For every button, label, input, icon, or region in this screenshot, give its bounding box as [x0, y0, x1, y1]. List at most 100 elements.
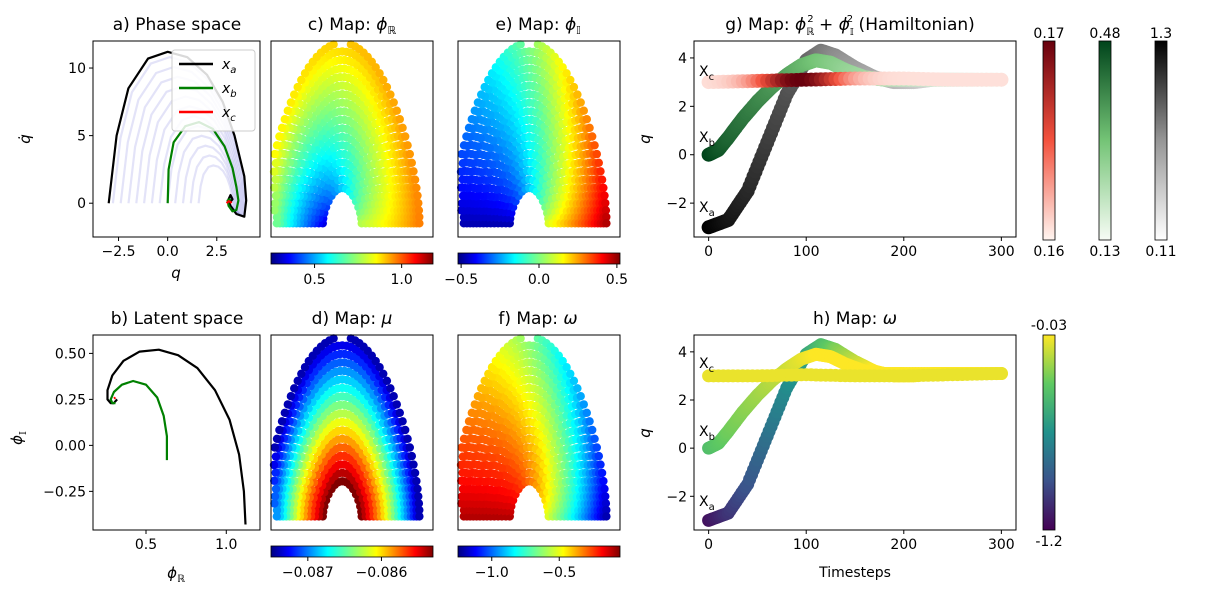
e-map-point	[458, 191, 468, 200]
c-map-point	[403, 141, 412, 150]
panel-a-ytick-label: 10	[68, 61, 86, 77]
e-map-point	[576, 98, 585, 107]
panel-b-xtick-label: 1.0	[215, 537, 237, 553]
f-map-point	[585, 417, 594, 426]
panel-d: d) Map: μ −0.087 −0.086	[269, 309, 434, 581]
panel-d-colorbar	[270, 545, 434, 558]
c-map-point	[382, 82, 392, 92]
f-map-point	[459, 506, 469, 515]
panel-h-frame	[693, 334, 1017, 531]
panel-a-x-label: q	[171, 264, 181, 282]
panel-c: c) Map: ϕℝ 0.5 1.0	[269, 15, 434, 288]
right-colorbars: 0.17 0.16 0.48 0.13 1.3 0.11 -0.03 -1.2	[1031, 26, 1177, 550]
latent-trajectory-0	[106, 348, 247, 525]
c-map-point	[371, 63, 380, 72]
c-map-point	[297, 75, 306, 85]
panel-b-frame	[92, 334, 261, 531]
c-map-point	[275, 132, 284, 141]
f-cb-ticks-label: −0.5	[542, 565, 576, 581]
f-map-point	[600, 484, 609, 493]
c-map-point	[389, 98, 398, 107]
panel-h-annot-xa: Xa	[699, 494, 715, 513]
d-map-point	[329, 334, 338, 343]
e-map-point	[592, 149, 601, 159]
c-map-point	[286, 98, 296, 107]
d-map-point	[401, 425, 410, 435]
f-map-point	[588, 425, 597, 435]
c-map-point	[415, 219, 424, 228]
c-map-point	[300, 69, 310, 78]
e-map-point	[457, 183, 466, 192]
f-map-point	[458, 468, 467, 477]
e-map-point	[457, 199, 467, 208]
f-map-point	[464, 417, 474, 426]
panel-f-scatter-map	[456, 334, 611, 521]
panel-b-ytick-label: 0.00	[55, 438, 86, 454]
f-map-point	[566, 369, 575, 378]
f-map-point	[487, 363, 497, 372]
e-map-point	[600, 191, 609, 200]
e-map-point	[484, 75, 493, 85]
panel-a-ytick-label: 5	[77, 129, 86, 145]
trajectory-xc	[225, 200, 233, 204]
c-map-point	[415, 212, 424, 222]
panel-a-xtick-label: 2.5	[206, 244, 228, 260]
c-map-point	[272, 213, 282, 222]
panel-g-xtick-label: 100	[793, 244, 820, 260]
c-map-point	[272, 219, 281, 228]
c-map-point	[280, 115, 289, 124]
panel-b-title: b) Latent space	[111, 309, 244, 329]
e-map-point	[473, 98, 483, 107]
panel-g-ytick-label: 0	[678, 148, 687, 164]
f-map-point	[459, 434, 469, 443]
panel-g-y-ticks: −2 0 2 4	[666, 51, 694, 212]
c-map-point	[293, 82, 302, 92]
c-map-point	[270, 206, 279, 215]
f-map-point	[602, 505, 611, 515]
c-map-point	[269, 167, 279, 176]
f-map-point	[457, 492, 467, 501]
f-map-point	[597, 468, 607, 478]
e-map-point	[579, 106, 588, 115]
panel-h-y-label: q	[636, 428, 654, 438]
colorbar-viridis-min: -1.2	[1035, 534, 1062, 550]
c-map-point	[379, 75, 388, 85]
panel-h-ytick-label: −2	[666, 489, 687, 505]
panel-h-xtick-label: 200	[890, 537, 917, 553]
f-map-point	[467, 408, 476, 417]
f-map-point	[477, 384, 486, 393]
f-map-point	[602, 512, 611, 521]
e-map-point	[467, 115, 476, 124]
f-map-point	[473, 392, 483, 401]
e-map-point	[457, 206, 466, 215]
f-map-point	[458, 452, 468, 461]
panel-h-ytick-label: 0	[678, 441, 687, 457]
e-cb-ticks-label: −0.5	[444, 272, 478, 288]
d-map-point	[290, 384, 299, 393]
d-map-point	[300, 363, 310, 372]
panel-a-y-label: q̇	[16, 134, 34, 144]
e-map-point	[562, 69, 571, 78]
panel-h-xtick-label: 300	[988, 537, 1015, 553]
d-map-point	[271, 452, 281, 461]
colorbar-viridis	[1042, 334, 1056, 531]
e-map-point	[558, 63, 567, 72]
d-map-point	[379, 369, 388, 378]
f-map-point	[601, 499, 611, 508]
c-map-point	[271, 175, 280, 184]
latent-trajectory-1	[109, 379, 168, 461]
panel-h-x-ticks: 0 100 200 300	[704, 530, 1015, 553]
panel-a-series	[107, 50, 248, 218]
d-map-point	[275, 425, 284, 435]
panel-h-ytick-label: 4	[678, 345, 687, 361]
e-map-point	[573, 90, 582, 99]
f-map-point	[462, 425, 471, 435]
e-map-point	[596, 167, 605, 176]
panel-c-frame	[270, 40, 434, 238]
c-map-point	[407, 158, 416, 167]
e-map-point	[456, 167, 466, 176]
panel-a-xtick-label: 0.0	[157, 244, 179, 260]
panel-c-colorbar	[270, 252, 434, 265]
e-map-point	[462, 132, 471, 141]
panel-b-series	[106, 348, 247, 525]
